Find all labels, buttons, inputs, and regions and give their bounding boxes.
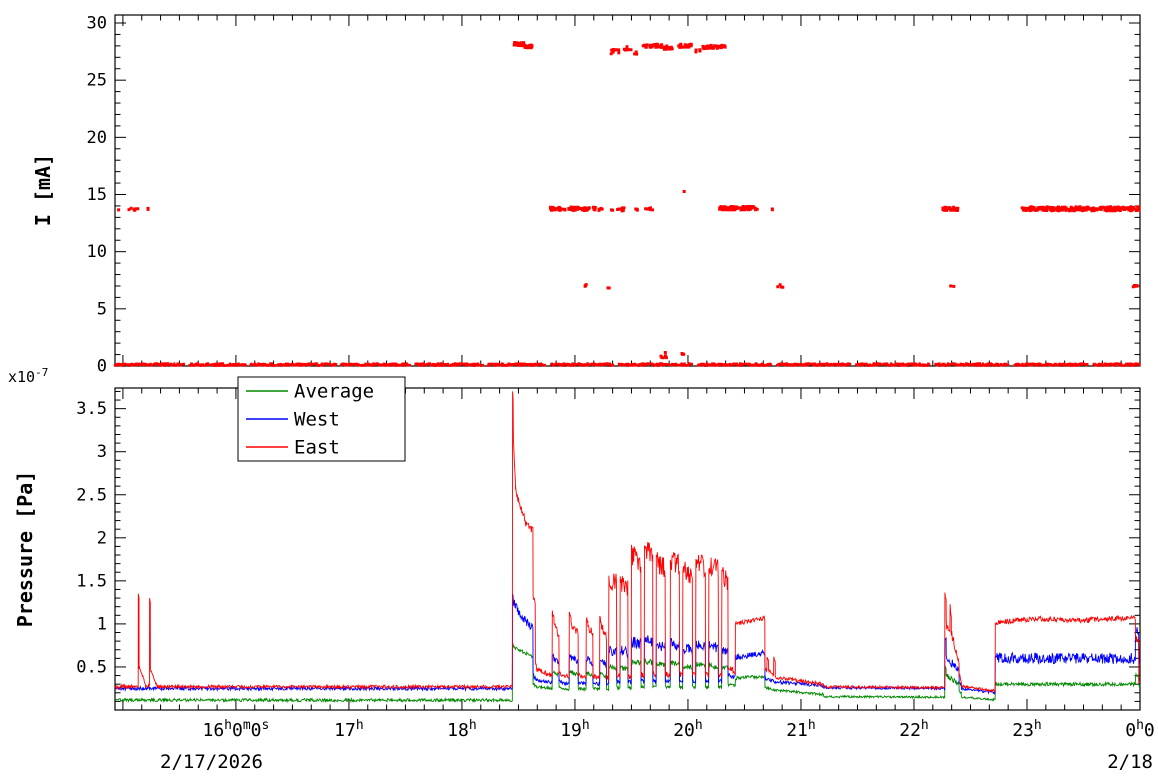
date-label-left: 2/17/2026 xyxy=(160,751,263,773)
x-tick-label: 23h xyxy=(1012,718,1042,741)
legend-label-average: Average xyxy=(294,381,374,403)
top-ytick-label: 20 xyxy=(87,128,107,148)
x-tick-label: 16h0m0s xyxy=(202,718,269,741)
pressure-line-east xyxy=(114,391,1141,694)
x-tick-label: 18h xyxy=(447,718,477,741)
bottom-ytick-label: 3.5 xyxy=(76,399,107,419)
y-axis-title-pressure: Pressure [Pa] xyxy=(13,471,37,628)
x-tick-label: 22h xyxy=(899,718,929,741)
top-ytick-label: 30 xyxy=(87,14,107,34)
top-ytick-label: 5 xyxy=(97,299,107,319)
y-axis-title-current: I [mA] xyxy=(31,154,55,226)
pressure-line-average xyxy=(114,642,1141,704)
y-scale-exponent-label: x10-7 xyxy=(8,366,48,386)
bottom-ytick-label: 2.5 xyxy=(76,485,107,505)
bottom-plot-frame xyxy=(114,387,1141,711)
top-ytick-label: 15 xyxy=(87,185,107,205)
bottom-plot-ticks xyxy=(115,388,1141,711)
top-ytick-label: 0 xyxy=(97,357,107,377)
bottom-ytick-label: 1.5 xyxy=(76,571,107,591)
top-ytick-label: 10 xyxy=(87,242,107,262)
top-plot-ticks xyxy=(115,15,1141,367)
legend-label-west: West xyxy=(294,409,340,431)
x-tick-label: 19h xyxy=(560,718,590,741)
bottom-ytick-label: 3 xyxy=(97,442,107,462)
x-tick-label: 21h xyxy=(786,718,816,741)
x-tick-label: 17h xyxy=(334,718,364,741)
bottom-ytick-label: 1 xyxy=(97,614,107,634)
x-tick-label: 20h xyxy=(673,718,703,741)
bottom-ytick-label: 2 xyxy=(97,528,107,548)
bottom-ytick-label: 0.5 xyxy=(76,657,107,677)
legend xyxy=(237,376,406,462)
legend-label-east: East xyxy=(294,437,340,459)
date-label-right: 2/18 xyxy=(1107,751,1153,773)
top-ytick-label: 25 xyxy=(87,71,107,91)
x-tick-label: 0h0 xyxy=(1125,718,1155,741)
